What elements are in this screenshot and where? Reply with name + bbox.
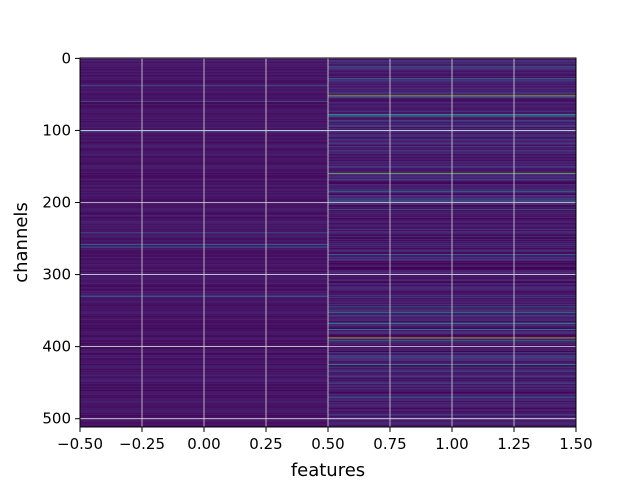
y-tick-label: 400	[42, 338, 71, 356]
y-tick-label: 500	[42, 410, 71, 428]
x-tick-label: −0.25	[119, 435, 165, 453]
x-axis-ticks: −0.50 −0.25 0.00 0.25 0.50 0.75 1.00 1.25 1.50	[57, 427, 593, 453]
x-tick-label: 0.75	[373, 435, 406, 453]
y-tick-label: 0	[61, 49, 71, 67]
y-tick-label: 100	[42, 121, 71, 139]
y-axis-label: channels	[11, 202, 32, 283]
x-tick-label: 1.00	[435, 435, 468, 453]
x-tick-label: 0.25	[249, 435, 282, 453]
x-axis-label: features	[291, 460, 365, 480]
x-tick-label: 0.00	[187, 435, 220, 453]
y-tick-label: 200	[42, 194, 71, 212]
y-tick-label: 300	[42, 266, 71, 284]
x-tick-label: 1.50	[559, 435, 592, 453]
y-axis-ticks: 0 100 200 300 400 500	[42, 49, 80, 428]
x-tick-label: −0.50	[57, 435, 103, 453]
x-tick-label: 0.50	[311, 435, 344, 453]
x-tick-label: 1.25	[497, 435, 530, 453]
